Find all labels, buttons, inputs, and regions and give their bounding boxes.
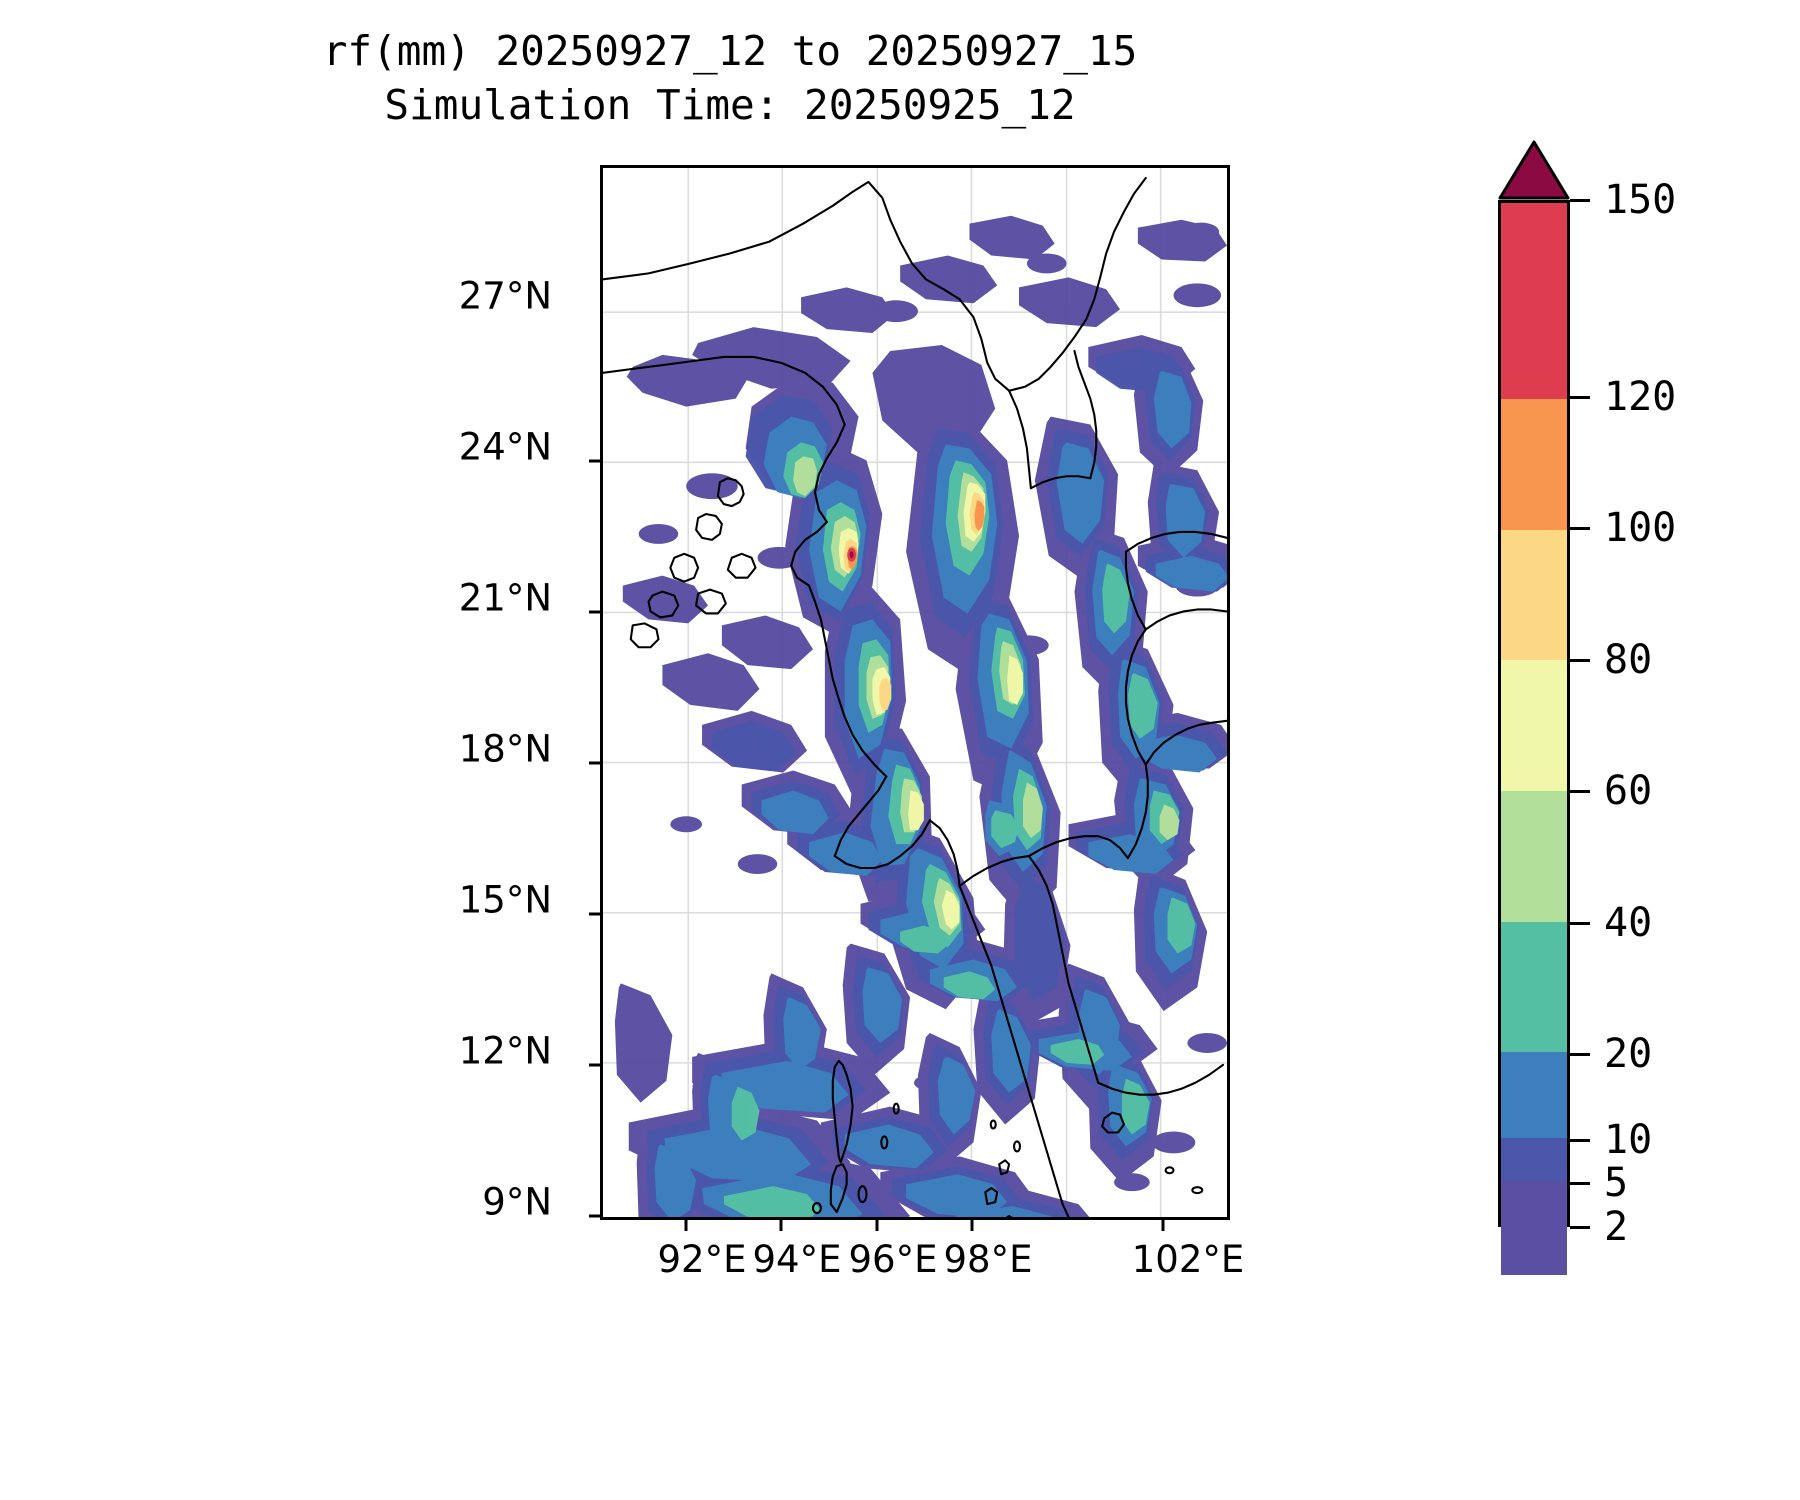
colorbar-tickline-120 bbox=[1570, 395, 1590, 399]
colorbar-segment-120-150 bbox=[1501, 203, 1567, 400]
colorbar-ticklabel-120: 120 bbox=[1604, 374, 1677, 420]
colorbar-tick-5: 5 bbox=[1570, 1160, 1628, 1206]
map-coastlines-and-borders bbox=[603, 176, 1227, 1217]
colorbar-tick-60: 60 bbox=[1570, 768, 1652, 814]
colorbar-segment-2-5 bbox=[1501, 1181, 1567, 1276]
map-plot-area[interactable] bbox=[600, 165, 1230, 1220]
colorbar-tick-10: 10 bbox=[1570, 1117, 1652, 1163]
colorbar[interactable]: 150 120 100 80 60 40 20 10 bbox=[1498, 140, 1800, 1276]
colorbar-tickline-5 bbox=[1570, 1181, 1590, 1185]
title-line-valid-period: rf(mm) 20250927_12 to 20250927_15 bbox=[322, 27, 1138, 75]
xtick-mark-92 bbox=[684, 1220, 688, 1231]
xtick-label-96: 96°E bbox=[848, 1238, 938, 1281]
colorbar-ticklabel-20: 20 bbox=[1604, 1031, 1653, 1077]
colorbar-ticklabel-60: 60 bbox=[1604, 768, 1653, 814]
colorbar-ticklabel-2: 2 bbox=[1604, 1204, 1629, 1250]
ytick-mark-18 bbox=[589, 912, 600, 916]
ytick-mark-12 bbox=[589, 1214, 600, 1218]
ytick-label-21: 21°N bbox=[458, 576, 552, 620]
colorbar-segment-80-100 bbox=[1501, 529, 1567, 661]
colorbar-over-arrow bbox=[1498, 140, 1570, 200]
colorbar-segment-40-60 bbox=[1501, 791, 1567, 922]
colorbar-tick-80: 80 bbox=[1570, 637, 1652, 683]
colorbar-tick-group: 150 120 100 80 60 40 20 10 bbox=[1570, 140, 1800, 1250]
xtick-mark-94 bbox=[779, 1220, 783, 1231]
ytick-label-24: 24°N bbox=[458, 425, 552, 469]
rainfall-map-svg bbox=[603, 168, 1227, 1217]
ytick-mark-15 bbox=[589, 1063, 600, 1067]
xtick-label-98: 98°E bbox=[943, 1238, 1033, 1281]
colorbar-tickline-2 bbox=[1570, 1225, 1590, 1229]
colorbar-tick-100: 100 bbox=[1570, 505, 1676, 551]
colorbar-tickline-20 bbox=[1570, 1052, 1590, 1056]
colorbar-ticklabel-10: 10 bbox=[1604, 1117, 1653, 1163]
ytick-label-15: 15°N bbox=[458, 878, 552, 922]
colorbar-tickline-150 bbox=[1570, 198, 1590, 202]
colorbar-tickline-100 bbox=[1570, 526, 1590, 530]
xtick-mark-96 bbox=[875, 1220, 879, 1231]
colorbar-tick-120: 120 bbox=[1570, 374, 1676, 420]
colorbar-tick-150: 150 bbox=[1570, 177, 1676, 223]
colorbar-segment-100-120 bbox=[1501, 399, 1567, 530]
map-canvas bbox=[603, 168, 1227, 1217]
colorbar-segment-10-20 bbox=[1501, 1052, 1567, 1139]
colorbar-tick-20: 20 bbox=[1570, 1031, 1652, 1077]
colorbar-tickline-80 bbox=[1570, 658, 1590, 662]
xtick-label-92: 92°E bbox=[657, 1238, 747, 1281]
xtick-label-102: 102°E bbox=[1131, 1238, 1245, 1281]
xtick-mark-102 bbox=[1161, 1220, 1165, 1231]
ytick-mark-27 bbox=[589, 459, 600, 463]
colorbar-ticklabel-5: 5 bbox=[1604, 1160, 1629, 1206]
colorbar-ticklabel-150: 150 bbox=[1604, 177, 1677, 223]
ytick-label-12: 12°N bbox=[458, 1029, 552, 1073]
colorbar-tickline-10 bbox=[1570, 1138, 1590, 1142]
colorbar-ticklabel-100: 100 bbox=[1604, 505, 1677, 551]
colorbar-gradient-body bbox=[1498, 200, 1570, 1276]
ytick-label-27: 27°N bbox=[458, 274, 552, 318]
colorbar-segment-5-10 bbox=[1501, 1138, 1567, 1182]
ytick-label-9: 9°N bbox=[482, 1180, 552, 1224]
xtick-mark-98 bbox=[970, 1220, 974, 1231]
colorbar-tick-40: 40 bbox=[1570, 900, 1652, 946]
colorbar-segment-60-80 bbox=[1501, 660, 1567, 792]
colorbar-segment-20-40 bbox=[1501, 921, 1567, 1053]
title-line-simulation-time: Simulation Time: 20250925_12 bbox=[384, 81, 1076, 129]
xtick-label-94: 94°E bbox=[752, 1238, 842, 1281]
colorbar-tickline-60 bbox=[1570, 789, 1590, 793]
ytick-mark-24 bbox=[589, 610, 600, 614]
ytick-mark-21 bbox=[589, 761, 600, 765]
colorbar-tick-2: 2 bbox=[1570, 1204, 1628, 1250]
ytick-label-18: 18°N bbox=[458, 727, 552, 771]
colorbar-tickline-40 bbox=[1570, 921, 1590, 925]
rainfall-band-over-150 bbox=[849, 551, 854, 559]
colorbar-ticklabel-80: 80 bbox=[1604, 637, 1653, 683]
colorbar-ticklabel-40: 40 bbox=[1604, 900, 1653, 946]
chart-title: rf(mm) 20250927_12 to 20250927_15 Simula… bbox=[0, 24, 1460, 132]
